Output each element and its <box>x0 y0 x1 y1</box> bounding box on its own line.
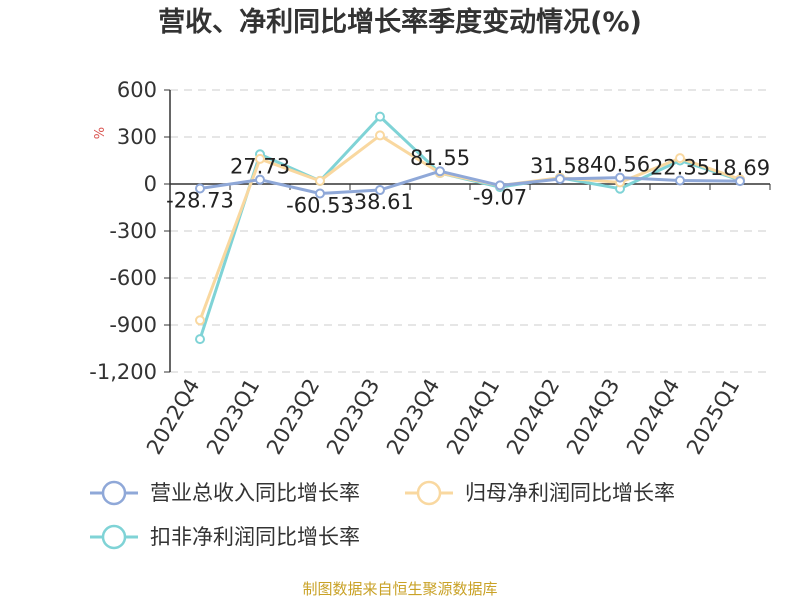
data-point <box>735 176 745 187</box>
legend-item[interactable]: 扣非净利润同比增长率 <box>90 524 360 550</box>
series-line <box>199 169 741 195</box>
data-point <box>255 153 265 164</box>
data-point <box>555 174 565 185</box>
x-tick-label: 2023Q1 <box>202 375 264 459</box>
data-label: 22.35 <box>650 155 710 179</box>
legend-marker <box>416 480 442 506</box>
y-tick-labels: 600 300 0 -300 -600 -900 -1,200 <box>89 78 157 384</box>
data-label: 18.69 <box>710 156 770 180</box>
data-point <box>495 180 505 191</box>
legend-marker <box>101 480 127 506</box>
data-point <box>435 166 445 177</box>
data-label: 81.55 <box>410 146 470 170</box>
data-point <box>375 185 385 196</box>
x-tick-label: 2024Q2 <box>502 375 564 459</box>
legend-marker <box>101 524 127 550</box>
y-tick-label: 0 <box>144 172 157 196</box>
x-tick-label: 2025Q1 <box>682 375 744 459</box>
y-tick-label: -300 <box>109 219 157 243</box>
grid-lines <box>170 89 770 373</box>
y-tick-label: -600 <box>109 266 157 290</box>
x-tick-label: 2023Q2 <box>262 375 324 459</box>
data-point <box>195 334 205 345</box>
data-point <box>375 111 385 122</box>
series-lines <box>195 111 745 345</box>
data-point <box>615 172 625 183</box>
legend-item[interactable]: 营业总收入同比增长率 <box>90 480 360 506</box>
data-label: -28.73 <box>166 189 234 213</box>
source-note: 制图数据来自恒生聚源数据库 <box>302 580 497 598</box>
data-point <box>375 130 385 141</box>
y-tick-label: -1,200 <box>89 360 157 384</box>
x-tick-label: 2023Q3 <box>322 375 384 459</box>
data-point <box>675 153 685 164</box>
y-unit-label: % <box>93 127 108 139</box>
data-point <box>195 183 205 194</box>
legend-label: 归母净利润同比增长率 <box>465 481 675 505</box>
y-tick-label: 300 <box>117 125 157 149</box>
legend-label: 扣非净利润同比增长率 <box>150 525 360 549</box>
legend-item[interactable]: 归母净利润同比增长率 <box>405 480 675 506</box>
data-label: 27.73 <box>230 155 290 179</box>
data-point <box>315 175 325 186</box>
data-label: -60.53 <box>286 193 354 217</box>
axes <box>164 89 771 373</box>
data-label: 40.56 <box>590 153 650 177</box>
y-tick-label: 600 <box>117 78 157 102</box>
x-tick-label: 2023Q4 <box>382 375 444 459</box>
data-point <box>315 188 325 199</box>
y-tick-label: -900 <box>109 313 157 337</box>
x-tick-labels: 2022Q42023Q12023Q22023Q32023Q42024Q12024… <box>142 375 744 459</box>
x-tick-label: 2024Q4 <box>622 375 684 459</box>
chart-title: 营收、净利同比增长率季度变动情况(%) <box>158 6 642 38</box>
data-point <box>255 174 265 185</box>
data-point <box>675 175 685 186</box>
data-label: -38.61 <box>346 190 414 214</box>
data-label: -9.07 <box>473 185 527 209</box>
x-tick-label: 2022Q4 <box>142 375 204 459</box>
data-label: 31.58 <box>530 154 590 178</box>
x-tick-label: 2024Q1 <box>442 375 504 459</box>
data-point <box>195 315 205 326</box>
legend-label: 营业总收入同比增长率 <box>150 481 360 505</box>
x-tick-label: 2024Q3 <box>562 375 624 459</box>
